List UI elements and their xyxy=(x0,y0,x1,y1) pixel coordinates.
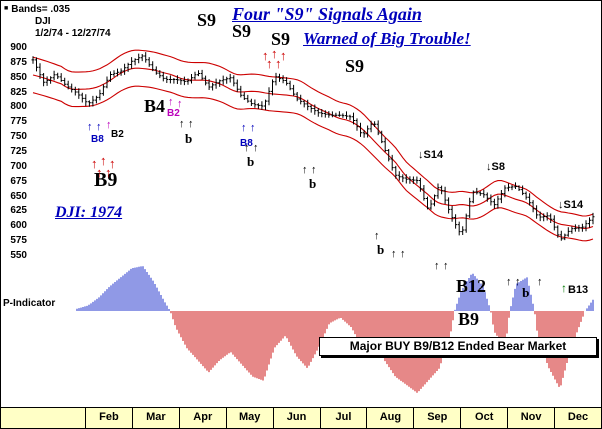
month-label-sep: Sep xyxy=(413,408,460,428)
symbol-label: DJI xyxy=(35,16,51,27)
y-axis-label: 675 xyxy=(10,175,27,187)
chart-header: ■ Bands= .035 DJI 1/2/74 - 12/27/74 xyxy=(4,3,111,40)
y-axis-label: 575 xyxy=(10,235,27,247)
month-spacer xyxy=(1,408,85,428)
month-label-mar: Mar xyxy=(131,408,179,428)
month-label-nov: Nov xyxy=(507,408,554,428)
y-axis-label: 875 xyxy=(10,56,27,68)
y-axis-label: 625 xyxy=(10,205,27,217)
month-label-dec: Dec xyxy=(554,408,601,428)
y-axis-label: 900 xyxy=(10,42,27,53)
y-axis-label: 600 xyxy=(10,220,27,232)
month-label-feb: Feb xyxy=(85,408,132,428)
x-axis-months: Feb Mar Apr May Jun Jul Aug Sep Oct Nov Dec xyxy=(1,407,601,428)
y-axis-label: 750 xyxy=(10,131,27,143)
bands-bullet-icon: ■ xyxy=(4,5,9,12)
title-line-2: Warned of Big Trouble! xyxy=(303,29,471,48)
month-label-jun: Jun xyxy=(272,408,320,428)
bands-setting-row: ■ Bands= .035 xyxy=(4,3,111,16)
date-range: 1/2/74 - 12/27/74 xyxy=(35,28,111,39)
y-axis-label: 650 xyxy=(10,190,27,202)
y-axis-label: 800 xyxy=(10,101,27,113)
month-label-may: May xyxy=(225,408,273,428)
y-axis-label: 825 xyxy=(10,86,27,98)
month-label-jul: Jul xyxy=(319,408,367,428)
bands-setting: Bands= .035 xyxy=(11,4,70,15)
month-label-aug: Aug xyxy=(366,408,413,428)
indicator-histogram xyxy=(76,266,594,393)
chart-subject-label: DJI: 1974 xyxy=(55,204,123,221)
price-bars xyxy=(31,52,595,241)
indicator-label: P-Indicator xyxy=(3,298,56,309)
callout-box: Major BUY B9/B12 Ended Bear Market xyxy=(319,337,597,356)
y-axis-label: 700 xyxy=(10,160,27,172)
y-axis-label: 725 xyxy=(10,146,27,157)
y-axis: 900 875 850 825 800 775 750 725 700 675 650 625 600 5… xyxy=(1,1,28,428)
title-line-1: Four "S9" Signals Again xyxy=(232,4,422,24)
y-axis-label: 775 xyxy=(10,116,27,128)
month-label-apr: Apr xyxy=(178,408,226,428)
y-axis-label: 550 xyxy=(10,250,27,261)
y-axis-label: 850 xyxy=(10,71,27,83)
envelope-band-lines xyxy=(32,49,594,242)
month-label-oct: Oct xyxy=(460,408,507,428)
